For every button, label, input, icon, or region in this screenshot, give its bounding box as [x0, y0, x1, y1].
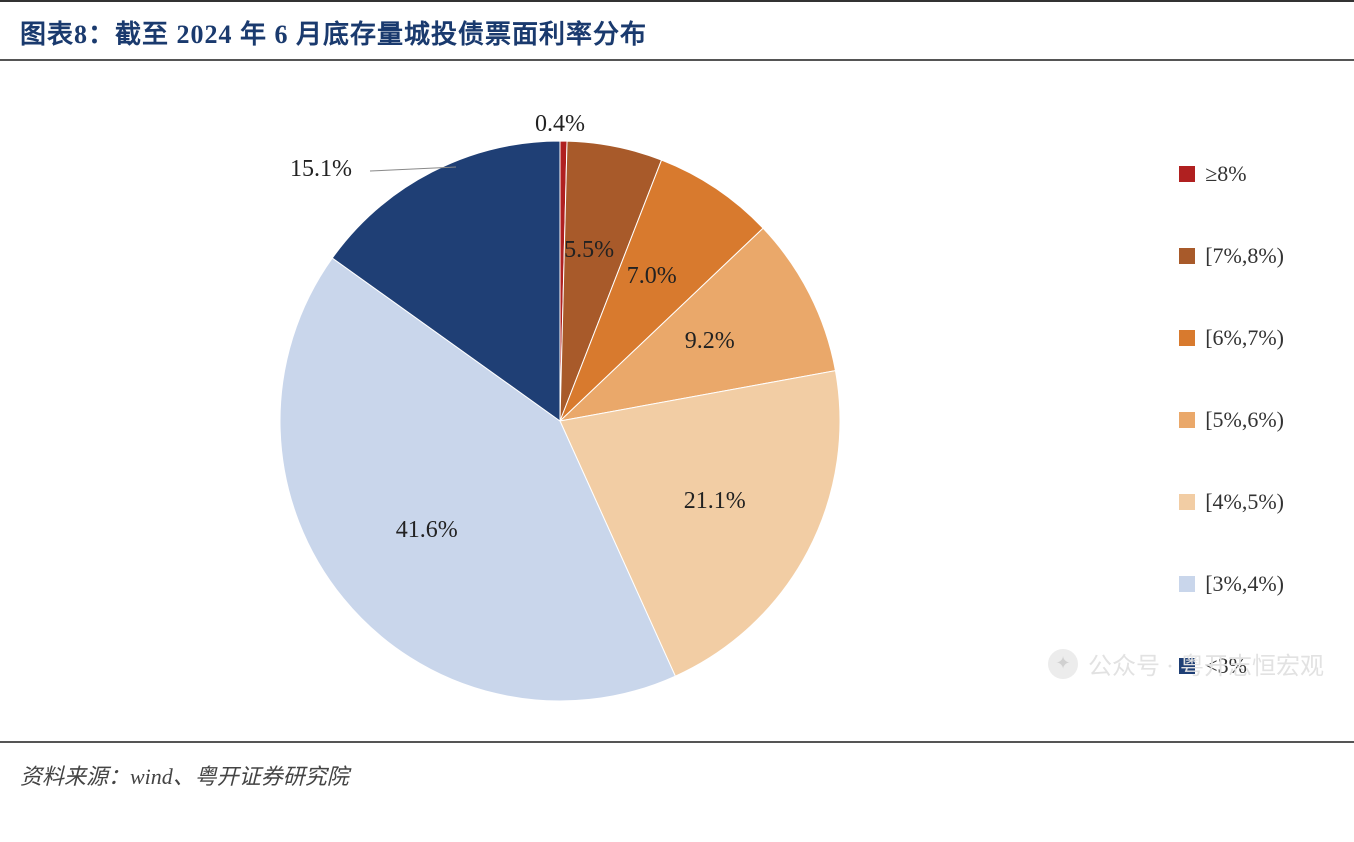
chart-area: 0.4% 5.5% 7.0% 9.2% 21.1% 41.6% 15.1% ≥8% [7%,8…	[0, 61, 1354, 741]
legend-item: [5%,6%)	[1179, 407, 1284, 433]
legend-swatch	[1179, 658, 1195, 674]
title-bar: 图表8：截至 2024 年 6 月底存量城投债票面利率分布	[0, 0, 1354, 61]
legend-item: [6%,7%)	[1179, 325, 1284, 351]
legend-swatch	[1179, 576, 1195, 592]
slice-label: 7.0%	[627, 263, 677, 290]
legend: ≥8% [7%,8%) [6%,7%) [5%,6%) [4%,5%) [3%,4%) <3…	[1179, 161, 1284, 679]
chart-title: 图表8：截至 2024 年 6 月底存量城投债票面利率分布	[20, 14, 1334, 51]
slice-label: 21.1%	[684, 488, 746, 515]
slice-label: 41.6%	[396, 517, 458, 544]
legend-item: [4%,5%)	[1179, 489, 1284, 515]
legend-swatch	[1179, 248, 1195, 264]
legend-label: [4%,5%)	[1205, 489, 1284, 515]
legend-swatch	[1179, 166, 1195, 182]
legend-item: [7%,8%)	[1179, 243, 1284, 269]
legend-item: ≥8%	[1179, 161, 1284, 187]
legend-swatch	[1179, 412, 1195, 428]
legend-label: ≥8%	[1205, 161, 1246, 187]
slice-label: 9.2%	[685, 328, 735, 355]
pie-svg	[280, 141, 840, 701]
slice-label: 5.5%	[564, 237, 614, 264]
legend-swatch	[1179, 330, 1195, 346]
legend-item: <3%	[1179, 653, 1284, 679]
legend-label: [6%,7%)	[1205, 325, 1284, 351]
source-text: 资料来源：wind、粤开证券研究院	[20, 759, 1334, 791]
legend-swatch	[1179, 494, 1195, 510]
footer: 资料来源：wind、粤开证券研究院	[0, 741, 1354, 791]
slice-label: 15.1%	[290, 156, 352, 183]
legend-item: [3%,4%)	[1179, 571, 1284, 597]
wechat-icon: ✦	[1048, 649, 1078, 679]
legend-label: <3%	[1205, 653, 1247, 679]
legend-label: [7%,8%)	[1205, 243, 1284, 269]
slice-label: 0.4%	[535, 111, 585, 138]
legend-label: [3%,4%)	[1205, 571, 1284, 597]
legend-label: [5%,6%)	[1205, 407, 1284, 433]
pie-chart: 0.4%5.5%7.0%9.2%21.1%41.6%15.1%	[280, 141, 840, 701]
